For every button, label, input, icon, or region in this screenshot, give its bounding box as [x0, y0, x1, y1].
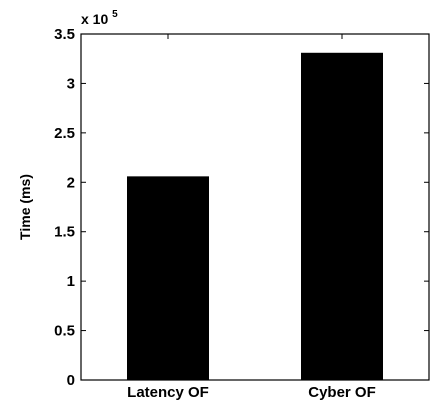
plot-area: 0 0.5 1 1.5 2 2.5 3 3.5 Latency OF Cyber OF — [54, 26, 430, 401]
y-tick-label: 3 — [67, 75, 75, 92]
y-tick-label: 0.5 — [54, 323, 75, 340]
x-tick-label: Latency OF — [127, 384, 209, 401]
y-axis-multiplier-exponent: 5 — [112, 9, 118, 20]
axes-box — [80, 33, 430, 381]
y-axis-label: Time (ms) — [17, 174, 33, 240]
y-tick-label: 0 — [67, 372, 75, 389]
y-tick-label: 1 — [67, 273, 75, 290]
y-tick-label: 1.5 — [54, 224, 75, 241]
bar — [127, 176, 209, 380]
y-axis-ticks: 0 0.5 1 1.5 2 2.5 3 3.5 — [54, 26, 429, 389]
y-tick-label: 2.5 — [54, 125, 75, 142]
bars — [127, 52, 383, 380]
y-tick-label: 2 — [67, 174, 75, 191]
x-tick-label: Cyber OF — [308, 384, 376, 401]
y-axis-multiplier: x 10 5 — [81, 9, 118, 27]
y-tick-label: 3.5 — [54, 26, 75, 43]
x-axis-ticks: Latency OF Cyber OF — [127, 34, 376, 401]
y-axis-multiplier-base: x 10 — [81, 11, 108, 27]
bar — [301, 52, 383, 380]
